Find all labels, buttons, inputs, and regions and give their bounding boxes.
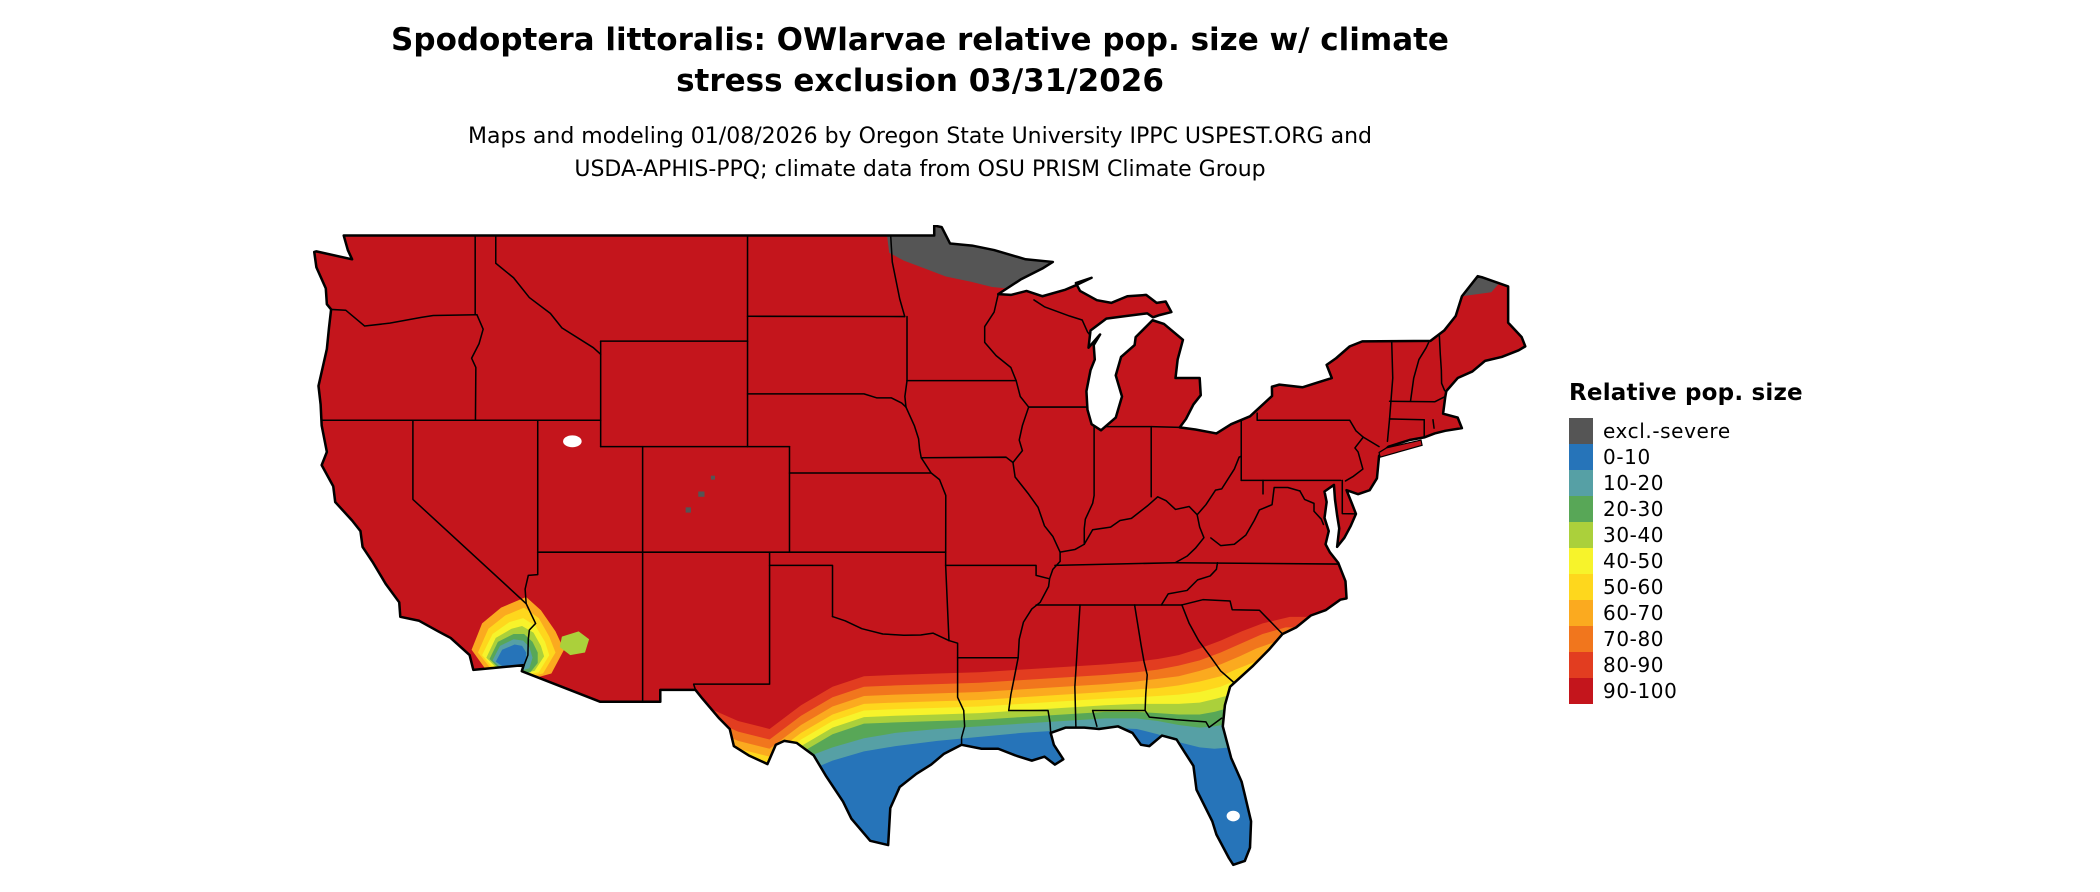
legend-swatch-70-80 — [1569, 626, 1593, 652]
legend-item: excl.-severe — [1569, 418, 1803, 444]
legend-item: 40-50 — [1569, 548, 1803, 574]
legend-item: 80-90 — [1569, 652, 1803, 678]
credits-line1: Maps and modeling 01/08/2026 by Oregon S… — [468, 124, 1372, 149]
lake-okeechobee — [1226, 810, 1240, 822]
header: Spodoptera littoralis: OWlarvae relative… — [150, 20, 1690, 102]
legend-item: 20-30 — [1569, 496, 1803, 522]
legend-item-label: 80-90 — [1603, 653, 1665, 677]
legend-swatch-0-10 — [1569, 444, 1593, 470]
map-sw-blob-0-10 — [495, 644, 527, 670]
legend-swatch-excl — [1569, 418, 1593, 444]
us-map — [312, 225, 1527, 867]
legend-item: 10-20 — [1569, 470, 1803, 496]
legend: Relative pop. size excl.-severe 0-10 10-20… — [1569, 380, 1803, 704]
title-line1: Spodoptera littoralis: OWlarvae relative… — [391, 22, 1449, 58]
map-sw-blob-30-40 — [559, 631, 590, 656]
legend-item-label: 20-30 — [1603, 497, 1665, 521]
legend-item-label: 90-100 — [1603, 679, 1678, 703]
legend-swatch-60-70 — [1569, 600, 1593, 626]
title-line2: stress exclusion 03/31/2026 — [676, 62, 1164, 99]
credits-line2: USDA-APHIS-PPQ; climate data from OSU PR… — [574, 157, 1266, 182]
us-outline — [312, 225, 1527, 867]
legend-swatch-20-30 — [1569, 496, 1593, 522]
legend-swatch-80-90 — [1569, 652, 1593, 678]
map-excluded-region — [710, 475, 715, 480]
legend-swatch-90-100 — [1569, 678, 1593, 704]
legend-item: 60-70 — [1569, 600, 1803, 626]
legend-item-label: 0-10 — [1603, 445, 1651, 469]
legend-item: 90-100 — [1569, 678, 1803, 704]
legend-swatch-30-40 — [1569, 522, 1593, 548]
legend-item: 50-60 — [1569, 574, 1803, 600]
legend-item-label: 60-70 — [1603, 601, 1665, 625]
map-excluded-region — [698, 491, 705, 497]
long-island — [1378, 439, 1423, 458]
map-excluded-region — [884, 225, 1064, 289]
legend-item: 0-10 — [1569, 444, 1803, 470]
map-credits: Maps and modeling 01/08/2026 by Oregon S… — [150, 120, 1690, 186]
legend-items: excl.-severe 0-10 10-20 20-30 30-40 40-50 50-6… — [1569, 418, 1803, 704]
state-borders — [320, 234, 1446, 746]
legend-item: 70-80 — [1569, 626, 1803, 652]
legend-item-label: 40-50 — [1603, 549, 1665, 573]
legend-item-label: 10-20 — [1603, 471, 1665, 495]
map-excluded-region — [685, 507, 691, 513]
legend-swatch-40-50 — [1569, 548, 1593, 574]
page-title: Spodoptera littoralis: OWlarvae relative… — [150, 20, 1690, 102]
legend-swatch-50-60 — [1569, 574, 1593, 600]
legend-item-label: 50-60 — [1603, 575, 1665, 599]
legend-item-label: 70-80 — [1603, 627, 1665, 651]
legend-title: Relative pop. size — [1569, 380, 1803, 406]
legend-item-label: excl.-severe — [1603, 419, 1731, 443]
legend-item: 30-40 — [1569, 522, 1803, 548]
great-salt-lake — [563, 435, 582, 448]
legend-swatch-10-20 — [1569, 470, 1593, 496]
legend-item-label: 30-40 — [1603, 523, 1665, 547]
